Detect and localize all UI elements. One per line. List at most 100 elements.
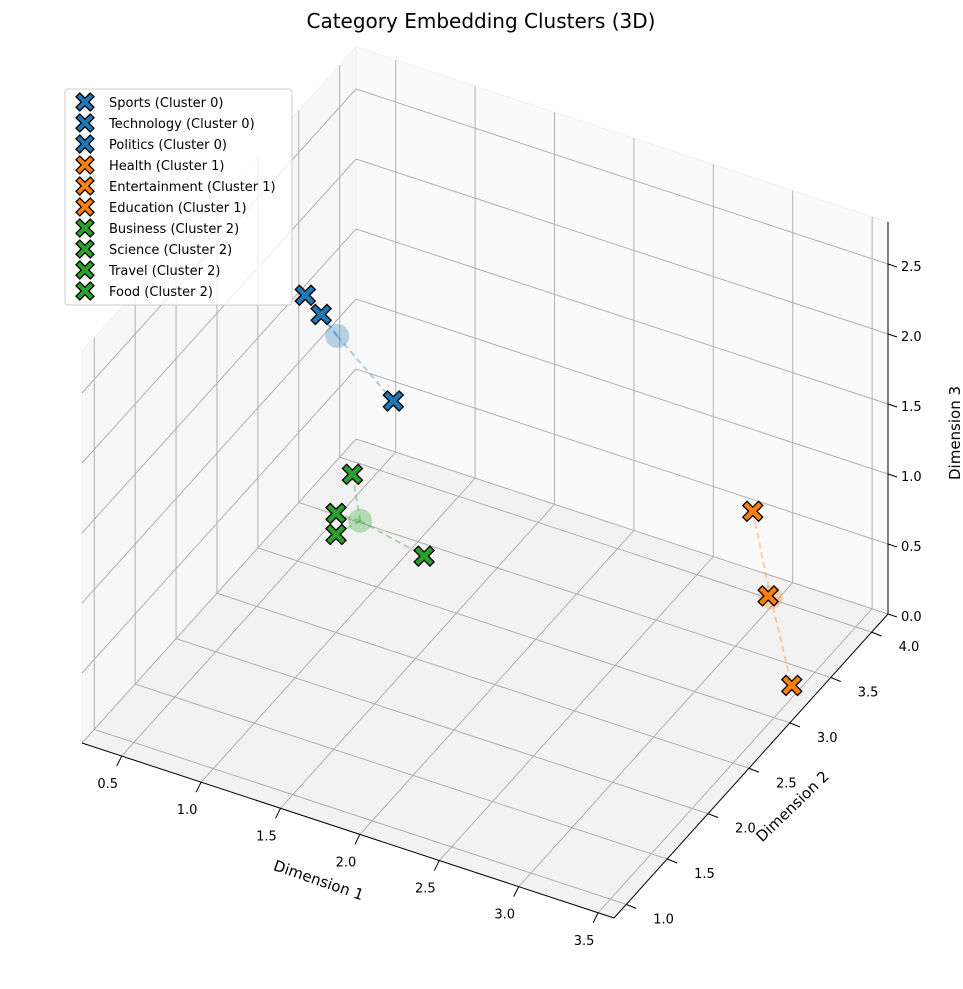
y-tick-mark [626,903,637,909]
y-tick-label: 4.0 [899,640,920,655]
legend-marker [75,155,95,175]
legend-marker [75,92,95,112]
grid-line-y-floor [94,728,627,905]
grid-line-z-left [81,438,357,744]
x-tick-mark [116,755,123,767]
centroid-link-line [751,511,772,598]
y-axis-line [613,613,889,919]
grid-line-y-floor [257,547,791,724]
grid-line-x-floor [280,503,555,809]
grid-line-y-floor [298,502,831,678]
grid-line-z-left [81,298,357,604]
x-tick-mark [354,834,361,845]
data-point-education [780,674,803,697]
legend-entry-label: Education (Cluster 1) [109,201,247,216]
grid-line-z-back [355,368,889,545]
grid-line-z-back [355,438,889,615]
z-tick-mark [887,403,898,408]
z-tick-mark [887,543,898,548]
legend-marker [75,176,95,196]
x-tick-mark [513,886,520,897]
x-tick-label: 2.5 [415,882,436,897]
z-tick-mark [887,333,898,338]
axes: 0.5 1.0 1.5 2.0 2.5 3.0 3.5 1.0 1.5 2.0 2.5 3.0 3.5 4… [81,222,922,949]
chart-title: Category Embedding Clusters (3D) [306,9,655,33]
y-tick-label: 2.0 [735,822,756,837]
centroid-link-line [351,474,362,521]
data-point-health [741,500,764,523]
z-tick-label: 2.5 [901,260,922,275]
grid-line-x-floor [121,451,397,757]
legend-entry-label: Travel (Cluster 2) [108,264,220,279]
x-tick-label: 3.0 [494,908,515,923]
grid-line-y-floor [135,683,668,860]
x-tick-label: 2.0 [336,855,357,870]
grid-line-y-floor [175,638,709,815]
centroid-link-line [769,597,793,686]
grid-line-y-floor [216,592,750,769]
legend-entry-label: Science (Cluster 2) [109,243,232,258]
legend-marker [75,197,95,217]
x-tick-mark [433,860,440,871]
y-tick-label: 1.0 [653,912,674,927]
y-tick-mark [707,813,719,819]
legend-entry-label: Entertainment (Cluster 1) [109,180,276,195]
y-tick-label: 3.0 [817,731,838,746]
grid-line-x-floor [438,556,714,861]
legend-marker [75,239,95,259]
data-point-technology [310,303,333,326]
y-tick-label: 1.5 [694,867,715,882]
y-tick-label: 2.5 [776,776,797,791]
y-tick-mark [871,631,882,637]
legend: Sports (Cluster 0) Technology (Cluster 0)… [64,88,293,306]
z-tick-label: 0.0 [901,610,922,625]
legend-entry-label: Sports (Cluster 0) [109,96,224,111]
x-tick-mark [275,808,281,819]
y-tick-mark [830,677,841,682]
x-axis-line [81,742,615,919]
y-tick-mark [789,722,801,728]
x-tick-mark [592,912,599,923]
x-tick-label: 1.5 [256,829,277,844]
data-point-business [341,463,364,486]
z-tick-label: 1.0 [901,470,922,485]
z-tick-mark [887,613,898,618]
x-tick-label: 3.5 [574,934,595,949]
legend-entry-label: Health (Cluster 1) [109,159,225,174]
legend-marker [75,134,95,154]
z-tick-mark [887,473,898,478]
data-points [294,284,803,697]
z-tick-label: 1.5 [901,400,922,415]
legend-marker [75,113,95,133]
z-axis-label: Dimension 3 [946,386,963,480]
x-tick-label: 1.0 [177,803,198,818]
legend-entry-label: Food (Cluster 2) [109,285,213,300]
legend-marker [75,218,95,238]
y-tick-label: 3.5 [858,686,879,701]
legend-marker [75,281,95,301]
data-point-travel [325,523,347,546]
data-point-entertainment [757,584,780,607]
grid-line-x-floor [359,530,635,835]
cluster-0-centroid [325,324,350,349]
y-tick-mark [748,767,760,773]
cluster-2-centroid [348,508,373,533]
x-tick-label: 0.5 [97,777,118,792]
grid-line-z-back [355,158,889,335]
data-point-food [413,545,436,568]
grid-line-z-left [81,228,357,534]
data-point-science [325,502,347,525]
legend-entry-label: Politics (Cluster 0) [109,138,227,153]
grid-line-x-floor [200,477,476,783]
grid-line-z-back [355,228,889,405]
legend-entry-label: Technology (Cluster 0) [108,117,255,132]
z-tick-mark [887,263,898,268]
legend-entry-label: Business (Cluster 2) [109,222,239,237]
z-tick-label: 2.0 [901,330,922,345]
grid-line-x-floor [518,582,794,887]
z-tick-label: 0.5 [901,540,922,555]
grid-line-z-back [355,88,889,265]
y-tick-mark [666,858,678,864]
centroid-link-line [336,335,395,402]
